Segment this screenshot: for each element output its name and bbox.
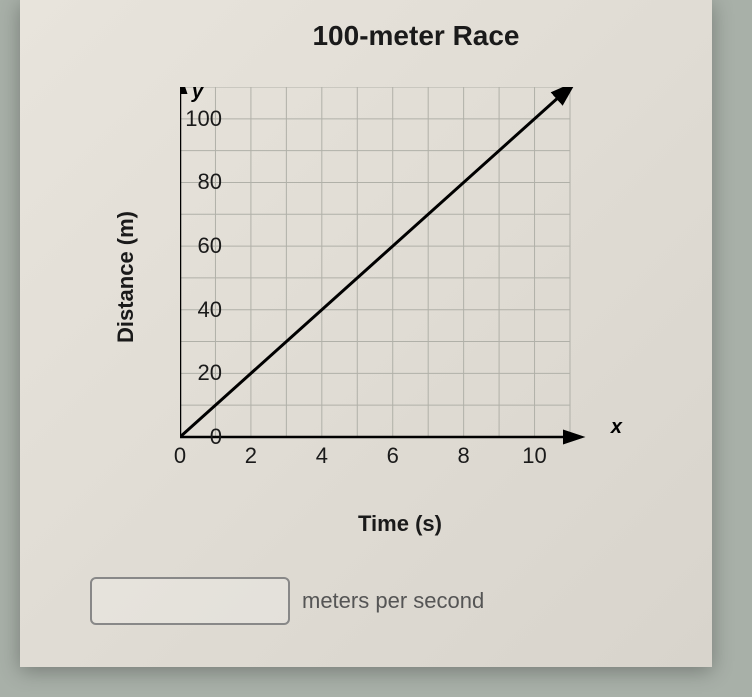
x-axis-symbol: x [611,416,622,439]
plot-area: y x [180,87,600,467]
chart-container: Distance (m) y x 020406080100 0246810 Ti… [50,57,650,537]
y-tick: 40 [172,297,222,323]
y-tick: 100 [172,106,222,132]
y-tick: 60 [172,233,222,259]
x-tick: 2 [245,443,257,469]
answer-input[interactable] [90,577,290,625]
x-tick: 4 [316,443,328,469]
x-tick: 0 [174,443,186,469]
chart-svg [180,87,600,467]
chart-title: 100-meter Race [150,20,682,52]
y-tick: 20 [172,360,222,386]
y-axis-label: Distance (m) [113,211,139,343]
y-axis-symbol: y [192,81,203,104]
y-tick: 80 [172,169,222,195]
x-axis-label: Time (s) [150,511,650,537]
x-tick: 6 [387,443,399,469]
answer-row: meters per second [90,577,682,625]
answer-unit-label: meters per second [302,588,484,614]
x-tick: 8 [458,443,470,469]
x-tick: 10 [522,443,546,469]
worksheet-paper: 100-meter Race Distance (m) y x 0 20 40 60 8… [20,0,712,667]
